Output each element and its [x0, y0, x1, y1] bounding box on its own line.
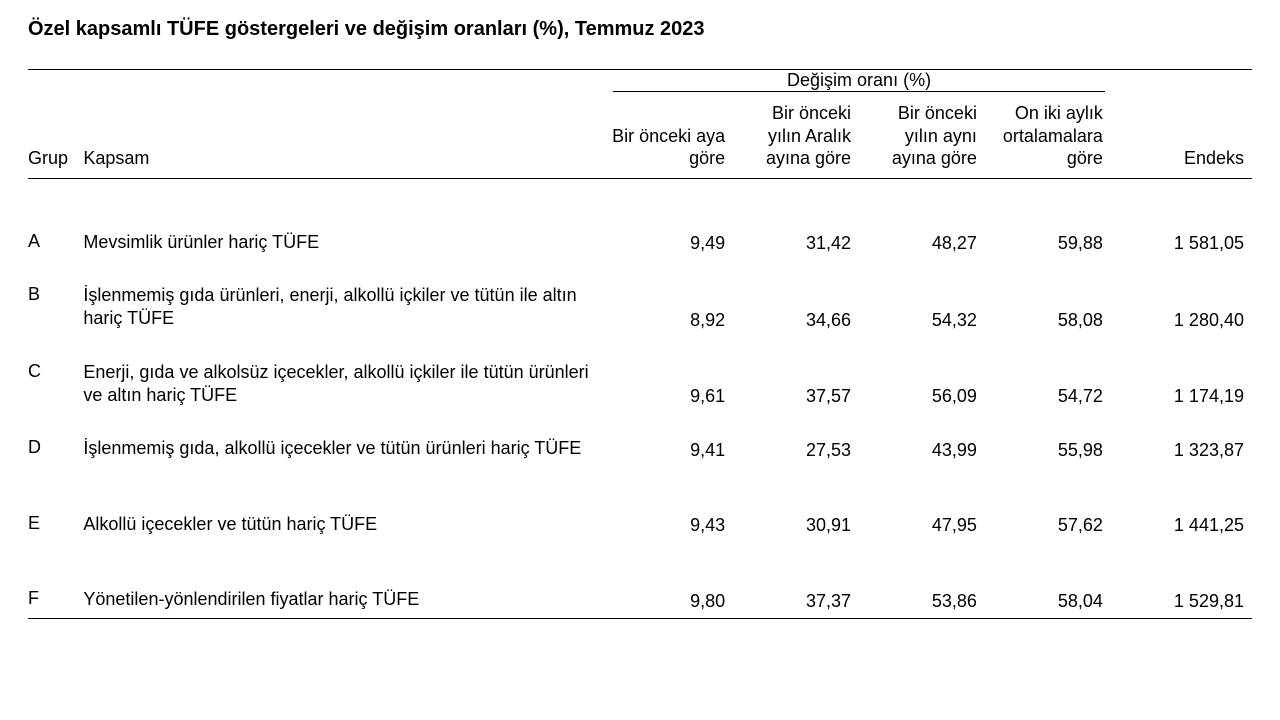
- cell-v4: 54,72: [985, 361, 1111, 408]
- header-spanner: Değişim oranı (%): [607, 70, 1111, 91]
- header-col-4: On iki aylık ortalamalara göre: [985, 96, 1111, 178]
- cell-kapsam: Mevsimlik ürünler hariç TÜFE: [83, 231, 607, 254]
- cell-v1: 9,49: [607, 231, 733, 254]
- cell-v2: 37,37: [733, 588, 859, 618]
- cell-v4: 57,62: [985, 513, 1111, 536]
- cpi-indicators-table: Değişim oranı (%) Grup Kapsam Bir önceki…: [28, 69, 1252, 619]
- cell-v3: 53,86: [859, 588, 985, 618]
- page-title: Özel kapsamlı TÜFE göstergeleri ve değiş…: [28, 18, 1252, 41]
- cell-v2: 37,57: [733, 361, 859, 408]
- cell-kapsam: İşlenmemiş gıda, alkollü içecekler ve tü…: [83, 437, 607, 460]
- cell-grup: A: [28, 231, 83, 254]
- header-kapsam: Kapsam: [83, 96, 607, 178]
- cell-grup: F: [28, 588, 83, 618]
- cell-kapsam: Enerji, gıda ve alkolsüz içecekler, alko…: [83, 361, 607, 408]
- table-row: E Alkollü içecekler ve tütün hariç TÜFE …: [28, 513, 1252, 536]
- cell-v3: 56,09: [859, 361, 985, 408]
- cell-endeks: 1 174,19: [1111, 361, 1252, 408]
- cell-grup: E: [28, 513, 83, 536]
- cell-v1: 9,80: [607, 588, 733, 618]
- cell-v1: 8,92: [607, 284, 733, 331]
- cell-grup: D: [28, 437, 83, 460]
- cell-endeks: 1 280,40: [1111, 284, 1252, 331]
- cell-v2: 27,53: [733, 437, 859, 460]
- header-grup: Grup: [28, 96, 83, 178]
- cell-kapsam: İşlenmemiş gıda ürünleri, enerji, alkoll…: [83, 284, 607, 331]
- cell-v1: 9,41: [607, 437, 733, 460]
- cell-v4: 58,08: [985, 284, 1111, 331]
- cell-grup: C: [28, 361, 83, 408]
- cell-v3: 54,32: [859, 284, 985, 331]
- cell-endeks: 1 581,05: [1111, 231, 1252, 254]
- cell-endeks: 1 529,81: [1111, 588, 1252, 618]
- header-endeks: Endeks: [1111, 96, 1252, 178]
- cell-v4: 58,04: [985, 588, 1111, 618]
- cell-v4: 59,88: [985, 231, 1111, 254]
- cell-v2: 34,66: [733, 284, 859, 331]
- table-row: B İşlenmemiş gıda ürünleri, enerji, alko…: [28, 284, 1252, 331]
- cell-v3: 48,27: [859, 231, 985, 254]
- cell-v3: 43,99: [859, 437, 985, 460]
- table-row: D İşlenmemiş gıda, alkollü içecekler ve …: [28, 437, 1252, 460]
- cell-kapsam: Yönetilen-yönlendirilen fiyatlar hariç T…: [83, 588, 607, 618]
- cell-v4: 55,98: [985, 437, 1111, 460]
- header-col-2: Bir önceki yılın Aralık ayına göre: [733, 96, 859, 178]
- cell-v2: 31,42: [733, 231, 859, 254]
- cell-grup: B: [28, 284, 83, 331]
- cell-v3: 47,95: [859, 513, 985, 536]
- header-col-1: Bir önceki aya göre: [607, 96, 733, 178]
- table-row: F Yönetilen-yönlendirilen fiyatlar hariç…: [28, 588, 1252, 618]
- cell-v1: 9,61: [607, 361, 733, 408]
- cell-kapsam: Alkollü içecekler ve tütün hariç TÜFE: [83, 513, 607, 536]
- table-row: C Enerji, gıda ve alkolsüz içecekler, al…: [28, 361, 1252, 408]
- cell-v2: 30,91: [733, 513, 859, 536]
- table-row: A Mevsimlik ürünler hariç TÜFE 9,49 31,4…: [28, 231, 1252, 254]
- cell-endeks: 1 323,87: [1111, 437, 1252, 460]
- header-col-3: Bir önceki yılın aynı ayına göre: [859, 96, 985, 178]
- cell-v1: 9,43: [607, 513, 733, 536]
- cell-endeks: 1 441,25: [1111, 513, 1252, 536]
